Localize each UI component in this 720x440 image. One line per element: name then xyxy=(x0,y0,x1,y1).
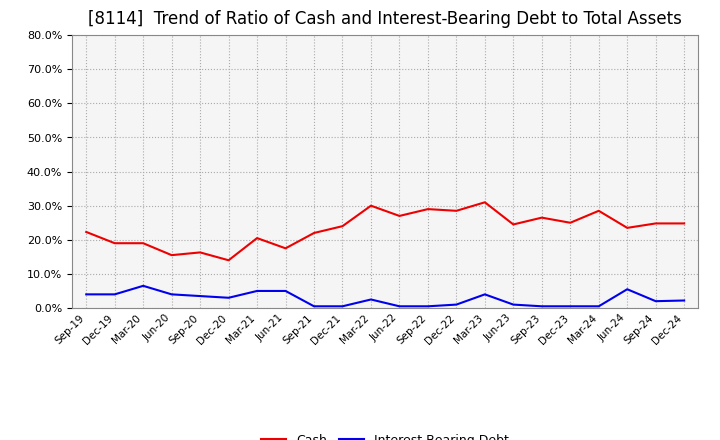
Interest-Bearing Debt xyxy=(253,288,261,293)
Cash xyxy=(566,220,575,225)
Interest-Bearing Debt xyxy=(395,304,404,309)
Interest-Bearing Debt xyxy=(566,304,575,309)
Cash xyxy=(537,215,546,220)
Interest-Bearing Debt xyxy=(139,283,148,289)
Interest-Bearing Debt xyxy=(82,292,91,297)
Cash xyxy=(452,208,461,213)
Cash xyxy=(338,224,347,229)
Interest-Bearing Debt xyxy=(110,292,119,297)
Cash xyxy=(110,241,119,246)
Cash xyxy=(680,221,688,226)
Interest-Bearing Debt xyxy=(480,292,489,297)
Line: Interest-Bearing Debt: Interest-Bearing Debt xyxy=(86,286,684,306)
Interest-Bearing Debt xyxy=(225,295,233,301)
Cash xyxy=(82,229,91,235)
Cash xyxy=(423,206,432,212)
Cash xyxy=(139,241,148,246)
Interest-Bearing Debt xyxy=(595,304,603,309)
Interest-Bearing Debt xyxy=(366,297,375,302)
Interest-Bearing Debt xyxy=(652,299,660,304)
Cash xyxy=(509,222,518,227)
Interest-Bearing Debt xyxy=(509,302,518,307)
Interest-Bearing Debt xyxy=(423,304,432,309)
Line: Cash: Cash xyxy=(86,202,684,260)
Interest-Bearing Debt xyxy=(310,304,318,309)
Legend: Cash, Interest-Bearing Debt: Cash, Interest-Bearing Debt xyxy=(256,429,514,440)
Cash xyxy=(310,230,318,235)
Interest-Bearing Debt xyxy=(167,292,176,297)
Interest-Bearing Debt xyxy=(623,286,631,292)
Cash xyxy=(167,253,176,258)
Interest-Bearing Debt xyxy=(452,302,461,307)
Cash xyxy=(652,221,660,226)
Title: [8114]  Trend of Ratio of Cash and Interest-Bearing Debt to Total Assets: [8114] Trend of Ratio of Cash and Intere… xyxy=(89,10,682,28)
Interest-Bearing Debt xyxy=(680,298,688,303)
Cash xyxy=(366,203,375,209)
Interest-Bearing Debt xyxy=(338,304,347,309)
Cash xyxy=(395,213,404,219)
Cash xyxy=(225,258,233,263)
Cash xyxy=(282,246,290,251)
Interest-Bearing Debt xyxy=(282,288,290,293)
Cash xyxy=(253,235,261,241)
Interest-Bearing Debt xyxy=(196,293,204,299)
Cash xyxy=(623,225,631,231)
Cash xyxy=(196,250,204,255)
Interest-Bearing Debt xyxy=(537,304,546,309)
Cash xyxy=(480,200,489,205)
Cash xyxy=(595,208,603,213)
